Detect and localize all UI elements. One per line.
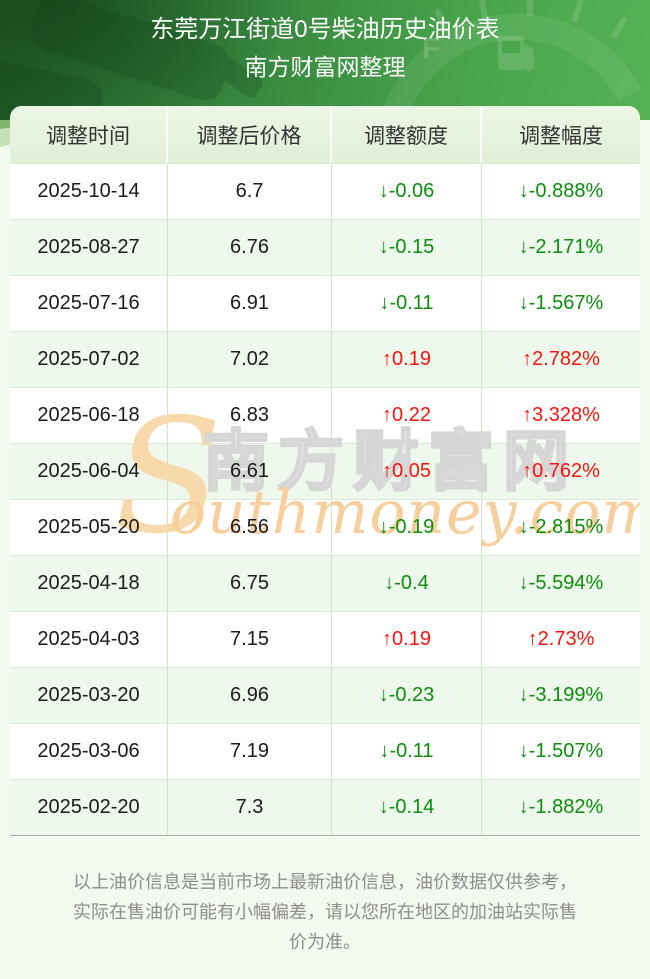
cell-change-percent: ↑2.73%	[527, 628, 595, 650]
cell-adjust-date: 2025-03-20	[10, 668, 168, 723]
cell-change-amount: ↑0.05	[332, 444, 482, 499]
column-header-price: 调整后价格	[168, 106, 332, 163]
table-row: 2025-08-27 6.76 ↓-0.15 ↓-2.171%	[10, 219, 640, 275]
table-row: 2025-03-06 7.19 ↓-0.11 ↓-1.507%	[10, 723, 640, 779]
cell-adjust-date: 2025-06-04	[10, 444, 168, 499]
cell-change-amount: ↓-0.19	[332, 500, 482, 555]
cell-adjust-date: 2025-08-27	[10, 220, 168, 275]
table-row: 2025-06-04 6.61 ↑0.05 ↑0.762%	[10, 443, 640, 499]
table-row: 2025-04-18 6.75 ↓-0.4 ↓-5.594%	[10, 555, 640, 611]
column-header-date: 调整时间	[10, 106, 168, 163]
cell-price-after: 6.76	[168, 220, 332, 275]
cell-adjust-date: 2025-10-14	[10, 164, 168, 219]
cell-change-percent: ↓-0.888%	[518, 180, 604, 202]
cell-change-amount: ↓-0.14	[332, 780, 482, 835]
cell-change-percent: ↓-5.594%	[518, 572, 604, 594]
table-row: 2025-10-14 6.7 ↓-0.06 ↓-0.888%	[10, 163, 640, 219]
cell-adjust-date: 2025-07-16	[10, 276, 168, 331]
cell-price-after: 6.61	[168, 444, 332, 499]
cell-change-amount: ↓-0.4	[332, 556, 482, 611]
table-row: 2025-03-20 6.96 ↓-0.23 ↓-3.199%	[10, 667, 640, 723]
cell-change-percent: ↑0.762%	[522, 460, 600, 482]
disclaimer-note: 以上油价信息是当前市场上最新油价信息，油价数据仅供参考，实际在售油价可能有小幅偏…	[73, 872, 577, 952]
cell-price-after: 6.7	[168, 164, 332, 219]
cell-price-after: 7.15	[168, 612, 332, 667]
cell-change-amount: ↑0.22	[332, 388, 482, 443]
column-header-percent: 调整幅度	[519, 124, 603, 148]
cell-change-amount: ↑0.19	[332, 332, 482, 387]
table-row: 2025-02-20 7.3 ↓-0.14 ↓-1.882%	[10, 779, 640, 835]
cell-change-percent: ↓-1.567%	[518, 292, 604, 314]
column-header-change: 调整额度	[332, 106, 482, 163]
cell-price-after: 7.19	[168, 724, 332, 779]
cell-change-amount: ↓-0.11	[332, 276, 482, 331]
cell-price-after: 6.75	[168, 556, 332, 611]
cell-price-after: 6.56	[168, 500, 332, 555]
cell-adjust-date: 2025-06-18	[10, 388, 168, 443]
page-subtitle: 南方财富网整理	[244, 54, 406, 80]
cell-adjust-date: 2025-02-20	[10, 780, 168, 835]
cell-change-percent: ↓-1.507%	[518, 740, 604, 762]
cell-adjust-date: 2025-04-18	[10, 556, 168, 611]
cell-price-after: 7.3	[168, 780, 332, 835]
table-row: 2025-04-03 7.15 ↑0.19 ↑2.73%	[10, 611, 640, 667]
page-title: 东莞万江街道0号柴油历史油价表	[150, 16, 500, 43]
cell-adjust-date: 2025-03-06	[10, 724, 168, 779]
table-row: 2025-05-20 6.56 ↓-0.19 ↓-2.815%	[10, 499, 640, 555]
cell-adjust-date: 2025-05-20	[10, 500, 168, 555]
cell-change-percent: ↓-3.199%	[518, 684, 604, 706]
cell-change-percent: ↑2.782%	[522, 348, 600, 370]
cell-price-after: 6.91	[168, 276, 332, 331]
cell-adjust-date: 2025-07-02	[10, 332, 168, 387]
header-banner: F 东莞万江街道0号柴油历史油价表 南方财富网整理	[0, 0, 650, 120]
cell-change-amount: ↓-0.23	[332, 668, 482, 723]
table-header-row: 调整时间 调整后价格 调整额度 调整幅度	[10, 106, 640, 163]
cell-price-after: 7.02	[168, 332, 332, 387]
cell-change-amount: ↓-0.15	[332, 220, 482, 275]
cell-change-percent: ↓-2.171%	[518, 236, 604, 258]
cell-change-amount: ↑0.19	[332, 612, 482, 667]
table-row: 2025-07-16 6.91 ↓-0.11 ↓-1.567%	[10, 275, 640, 331]
table-row: 2025-06-18 6.83 ↑0.22 ↑3.328%	[10, 387, 640, 443]
cell-change-percent: ↓-2.815%	[518, 516, 604, 538]
cell-price-after: 6.83	[168, 388, 332, 443]
oil-price-history-table: 调整时间 调整后价格 调整额度 调整幅度 2025-10-14 6.7 ↓-0.…	[10, 106, 640, 836]
cell-adjust-date: 2025-04-03	[10, 612, 168, 667]
cell-change-percent: ↑3.328%	[522, 404, 600, 426]
table-body: 2025-10-14 6.7 ↓-0.06 ↓-0.888% 2025-08-2…	[10, 163, 640, 835]
cell-change-percent: ↓-1.882%	[518, 796, 604, 818]
cell-price-after: 6.96	[168, 668, 332, 723]
cell-change-amount: ↓-0.06	[332, 164, 482, 219]
table-row: 2025-07-02 7.02 ↑0.19 ↑2.782%	[10, 331, 640, 387]
cell-change-amount: ↓-0.11	[332, 724, 482, 779]
